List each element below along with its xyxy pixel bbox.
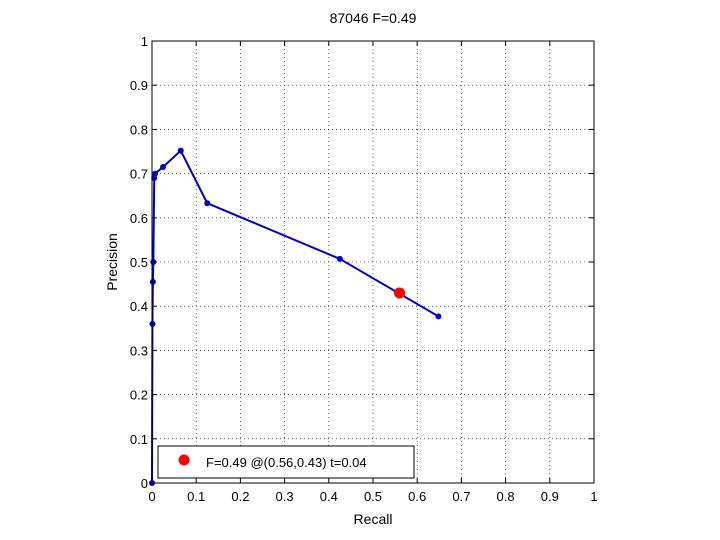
x-tick-label: 0.9 bbox=[541, 489, 559, 504]
legend-box bbox=[157, 445, 415, 479]
x-tick-label: 0.8 bbox=[497, 489, 515, 504]
legend: F=0.49 @(0.56,0.43) t=0.04 bbox=[157, 445, 415, 479]
y-axis-label: Precision bbox=[104, 233, 120, 291]
y-tick-label: 0.9 bbox=[130, 78, 148, 93]
series-points bbox=[149, 147, 442, 486]
x-tick-label: 0.4 bbox=[320, 489, 338, 504]
plot-frame bbox=[151, 40, 595, 484]
y-tick-label: 0.3 bbox=[130, 343, 148, 358]
y-tick-label: 0 bbox=[141, 476, 148, 491]
x-tick-label: 0 bbox=[148, 489, 155, 504]
grid bbox=[152, 41, 594, 483]
data-point bbox=[435, 313, 442, 320]
data-point bbox=[177, 147, 184, 154]
y-tick-label: 0.2 bbox=[130, 388, 148, 403]
data-point bbox=[152, 170, 159, 177]
tick-labels: 0 0.1 0.2 0.3 0.4 0.5 0.6 0.7 0.8 0.9 1 0 0.1 0.2 0.3 0… bbox=[130, 34, 598, 504]
x-axis-label: Recall bbox=[354, 511, 393, 527]
legend-label: F=0.49 @(0.56,0.43) t=0.04 bbox=[206, 455, 367, 470]
legend-marker bbox=[178, 454, 190, 466]
x-tick-label: 1 bbox=[590, 489, 597, 504]
data-point bbox=[204, 200, 211, 207]
x-tick-label: 0.7 bbox=[452, 489, 470, 504]
data-point bbox=[150, 259, 157, 265]
y-tick-label: 0.1 bbox=[130, 432, 148, 447]
y-tick-label: 1 bbox=[141, 34, 148, 49]
x-tick-label: 0.6 bbox=[408, 489, 426, 504]
y-tick-label: 0.8 bbox=[130, 122, 148, 137]
best-f-point bbox=[394, 287, 406, 299]
data-point bbox=[336, 255, 343, 262]
chart-title: 87046 F=0.49 bbox=[330, 10, 417, 26]
data-point bbox=[160, 163, 167, 170]
y-tick-label: 0.4 bbox=[130, 299, 148, 314]
x-tick-label: 0.1 bbox=[187, 489, 205, 504]
y-tick-label: 0.6 bbox=[130, 211, 148, 226]
y-tick-label: 0.5 bbox=[130, 255, 148, 270]
y-tick-label: 0.7 bbox=[130, 167, 148, 182]
x-tick-label: 0.5 bbox=[364, 489, 382, 504]
x-tick-label: 0.2 bbox=[231, 489, 249, 504]
data-point bbox=[149, 278, 156, 285]
x-tick-label: 0.3 bbox=[276, 489, 294, 504]
